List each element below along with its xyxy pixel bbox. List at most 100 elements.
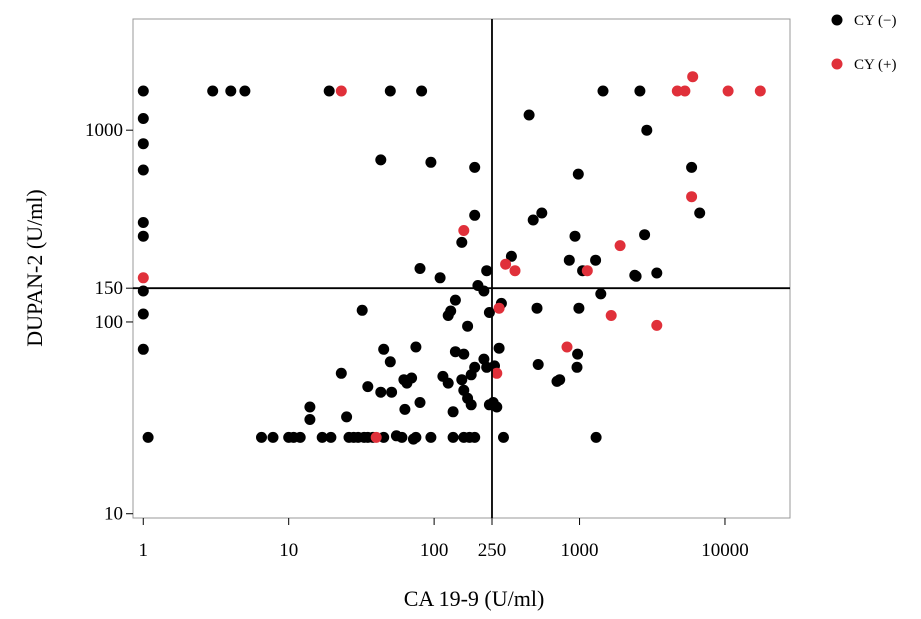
x-tick-label: 1 <box>139 540 149 561</box>
data-point-cy-neg <box>142 431 154 443</box>
data-point-cy-neg <box>137 285 149 297</box>
data-point-cy-pos <box>671 85 683 97</box>
data-point-cy-neg <box>137 343 149 355</box>
data-point-cy-neg <box>686 161 698 173</box>
data-point-cy-neg <box>335 367 347 379</box>
data-point-cy-pos <box>605 310 617 321</box>
data-point-cy-pos <box>581 265 593 277</box>
data-point-cy-neg <box>137 308 149 320</box>
data-point-cy-neg <box>425 431 437 443</box>
y-tick-label: 1000 <box>85 120 123 141</box>
data-point-cy-neg <box>449 346 461 358</box>
data-point-cy-pos <box>493 302 505 314</box>
data-point-cy-neg <box>595 288 607 300</box>
data-point-cy-neg <box>590 431 602 443</box>
data-point-cy-neg <box>505 250 517 262</box>
data-point-cy-neg <box>483 307 495 318</box>
legend-marker-cy-pos <box>831 58 843 70</box>
data-point-cy-pos <box>686 191 698 203</box>
data-point-cy-neg <box>447 431 459 443</box>
data-point-cy-neg <box>416 85 428 97</box>
data-point-cy-pos <box>561 341 573 353</box>
data-point-cy-neg <box>137 113 149 124</box>
data-point-cy-neg <box>137 85 149 97</box>
data-point-cy-neg <box>536 207 548 219</box>
data-point-cy-neg <box>491 401 503 413</box>
data-point-cy-neg <box>641 124 653 136</box>
data-point-cy-neg <box>304 414 316 425</box>
data-point-cy-pos <box>491 367 503 379</box>
data-point-cy-pos <box>509 265 521 277</box>
data-point-cy-neg <box>465 369 477 381</box>
y-axis-title: DUPAN-2 (U/ml) <box>22 189 47 346</box>
x-axis-title: CA 19-9 (U/ml) <box>404 586 545 611</box>
data-point-cy-pos <box>458 225 470 236</box>
data-point-cy-pos <box>651 319 663 331</box>
data-point-cy-neg <box>399 403 411 415</box>
data-point-cy-pos <box>722 85 734 97</box>
data-point-cy-neg <box>323 85 335 97</box>
data-point-cy-neg <box>572 348 584 360</box>
data-point-cy-neg <box>407 433 419 445</box>
data-points <box>137 71 766 445</box>
data-point-cy-neg <box>449 294 461 306</box>
data-point-cy-neg <box>375 154 387 166</box>
data-point-cy-neg <box>325 431 337 443</box>
data-point-cy-neg <box>207 85 219 97</box>
x-tick-label: 1000 <box>561 540 599 561</box>
data-point-cy-neg <box>137 138 149 150</box>
data-point-cy-neg <box>634 85 646 97</box>
data-point-cy-pos <box>335 85 347 97</box>
data-point-cy-neg <box>398 374 410 386</box>
data-point-cy-neg <box>458 348 470 360</box>
data-point-cy-neg <box>469 431 481 443</box>
data-point-cy-neg <box>456 236 468 248</box>
legend-label-cy-neg: CY (−) <box>854 13 896 29</box>
data-point-cy-neg <box>571 361 583 373</box>
data-point-cy-neg <box>225 85 237 97</box>
data-point-cy-neg <box>563 254 575 266</box>
data-point-cy-neg <box>551 375 563 387</box>
data-point-cy-neg <box>425 156 437 168</box>
data-point-cy-neg <box>137 164 149 176</box>
data-point-cy-neg <box>469 161 481 173</box>
data-point-cy-neg <box>137 217 149 228</box>
data-point-cy-neg <box>456 374 468 386</box>
data-point-cy-pos <box>500 258 512 270</box>
data-point-cy-pos <box>137 272 149 284</box>
data-point-cy-neg <box>445 305 457 317</box>
plot-frame <box>132 18 791 519</box>
data-point-cy-neg <box>447 406 459 418</box>
data-point-cy-neg <box>267 431 279 443</box>
data-point-cy-neg <box>462 320 474 332</box>
data-point-cy-neg <box>590 254 602 266</box>
data-point-cy-pos <box>614 240 626 252</box>
data-point-cy-neg <box>572 168 584 180</box>
data-point-cy-neg <box>597 85 609 97</box>
data-point-cy-neg <box>375 386 387 398</box>
x-tick-label: 100 <box>420 540 449 561</box>
data-point-cy-neg <box>137 230 149 242</box>
data-point-cy-neg <box>531 302 543 314</box>
data-point-cy-neg <box>493 342 505 354</box>
data-point-cy-neg <box>694 207 706 219</box>
data-point-cy-neg <box>523 109 535 121</box>
data-point-cy-pos <box>687 71 699 83</box>
data-point-cy-neg <box>532 359 544 370</box>
data-point-cy-neg <box>396 431 408 443</box>
x-tick-label: 250 <box>478 540 507 561</box>
data-point-cy-pos <box>754 85 766 97</box>
data-point-cy-neg <box>384 85 396 97</box>
data-point-cy-neg <box>651 267 663 279</box>
y-tick-label: 10 <box>104 504 123 525</box>
legend-marker-cy-neg <box>831 14 843 26</box>
data-point-cy-neg <box>465 399 477 411</box>
data-point-cy-neg <box>294 431 306 443</box>
data-point-cy-neg <box>386 386 398 398</box>
data-point-cy-neg <box>437 370 449 382</box>
data-point-cy-pos <box>679 85 691 97</box>
data-point-cy-neg <box>434 272 446 284</box>
data-point-cy-neg <box>356 304 368 316</box>
data-point-cy-neg <box>239 85 251 97</box>
